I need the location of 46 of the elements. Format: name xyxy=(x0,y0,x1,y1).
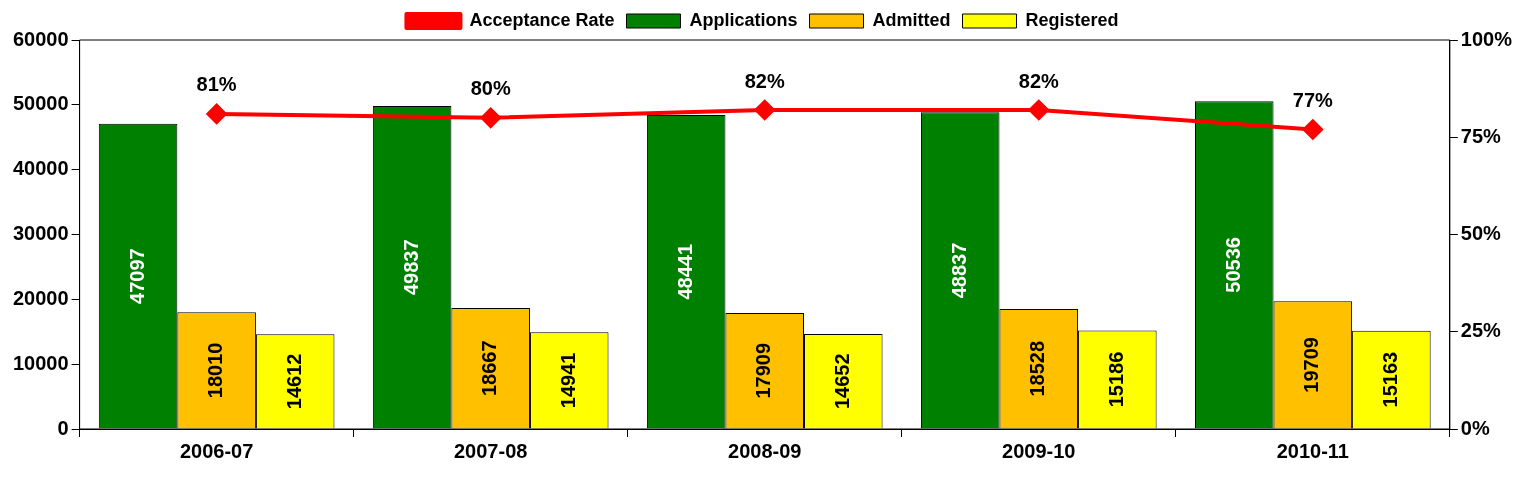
data-label: 15186 xyxy=(1104,351,1127,408)
data-label: 17909 xyxy=(752,342,775,399)
data-label: 48441 xyxy=(673,243,696,300)
x-tick-label: 2008-09 xyxy=(728,439,802,462)
y-tick-label: 60000 xyxy=(12,27,69,50)
y-tick-label: 20000 xyxy=(12,286,69,309)
y-tick-label: 30000 xyxy=(12,222,69,245)
data-label: 18010 xyxy=(204,342,227,399)
legend-label: Registered xyxy=(1025,9,1119,30)
point xyxy=(754,100,775,121)
data-label: 19709 xyxy=(1300,337,1323,393)
data-label: 82% xyxy=(1018,69,1060,92)
point xyxy=(1028,100,1049,121)
data-label: 48837 xyxy=(947,242,970,299)
data-label: 15163 xyxy=(1378,351,1401,408)
data-label: 14941 xyxy=(556,352,579,409)
x-tick-label: 2007-08 xyxy=(453,439,528,462)
data-label: 47097 xyxy=(125,248,148,304)
data-label: 18528 xyxy=(1026,340,1049,397)
y2-tick-label: 75% xyxy=(1460,124,1502,147)
data-label: 14612 xyxy=(282,353,305,410)
y2-tick-label: 25% xyxy=(1460,319,1502,342)
y-tick-label: 40000 xyxy=(12,157,69,180)
data-label: 82% xyxy=(744,69,785,92)
data-label: 77% xyxy=(1292,88,1334,111)
y2-tick-label: 0% xyxy=(1460,416,1490,439)
x-tick-label: 2009-10 xyxy=(1002,439,1076,462)
data-label: 49837 xyxy=(399,239,422,296)
data-label: 80% xyxy=(470,77,511,100)
legend-label: Acceptance Rate xyxy=(469,9,615,30)
y-tick-label: 0 xyxy=(57,416,69,439)
y-tick-label: 50000 xyxy=(12,92,69,115)
point xyxy=(1302,119,1323,140)
data-label: 50536 xyxy=(1221,237,1244,293)
point xyxy=(480,107,501,128)
data-label: 18667 xyxy=(478,340,501,397)
y-tick-label: 10000 xyxy=(12,351,69,374)
data-label: 14652 xyxy=(830,353,853,410)
legend-label: Applications xyxy=(689,9,798,30)
y2-tick-label: 50% xyxy=(1460,222,1502,245)
point xyxy=(206,103,227,124)
data-label: 81% xyxy=(196,73,237,96)
x-tick-label: 2010-11 xyxy=(1276,439,1349,462)
legend-label: Admitted xyxy=(872,9,951,30)
x-tick-label: 2006-07 xyxy=(179,439,254,462)
y2-tick-label: 100% xyxy=(1460,27,1513,50)
